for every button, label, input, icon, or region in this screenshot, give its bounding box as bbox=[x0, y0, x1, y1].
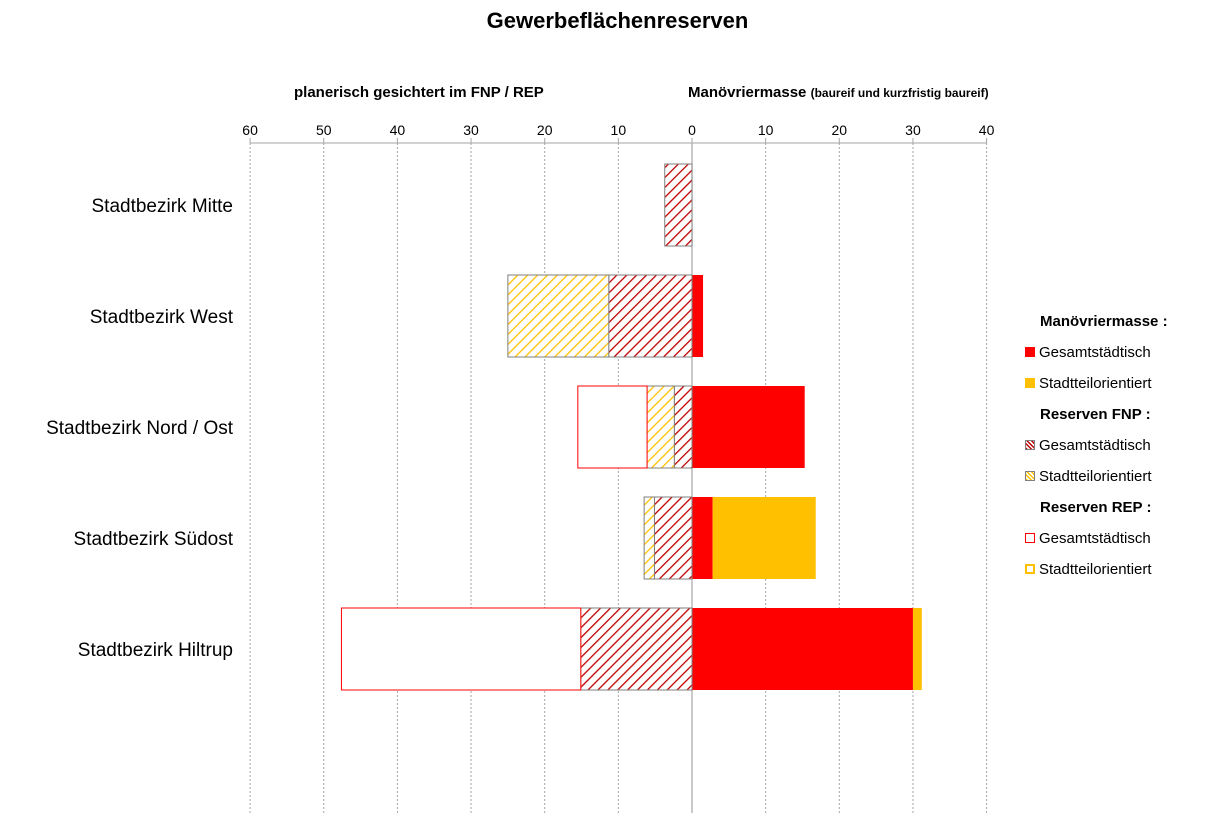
bar-manoevrier-gesamt bbox=[692, 608, 913, 690]
bar-manoevrier-stadtteil bbox=[712, 497, 816, 579]
bar-fnp-gesamt bbox=[664, 163, 693, 247]
legend-label: Gesamtstädtisch bbox=[1039, 530, 1151, 547]
legend-group-header: Reserven FNP : bbox=[1040, 406, 1151, 423]
right-subtitle: Manövriermasse (baureif und kurzfristig … bbox=[688, 84, 989, 101]
x-tick-label: 30 bbox=[905, 122, 921, 138]
chart-title: Gewerbeflächenreserven bbox=[486, 8, 749, 33]
x-tick-label: 50 bbox=[316, 122, 332, 138]
category-label: Stadtbezirk Hiltrup bbox=[78, 640, 233, 661]
category-label-layer: Stadtbezirk Mitte Stadtbezirk West Stadtbe… bbox=[46, 196, 234, 661]
legend-item: Gesamtstädtisch bbox=[1022, 430, 1208, 461]
legend-item: Gesamtstädtisch bbox=[1022, 337, 1208, 368]
legend-swatch bbox=[1025, 533, 1035, 543]
legend-swatch bbox=[1025, 347, 1035, 357]
bar-fnp-stadtteil bbox=[646, 385, 675, 469]
legend: Manövriermasse : Gesamtstädtisch Stadtteil… bbox=[1022, 306, 1208, 585]
x-tick-label: 10 bbox=[758, 122, 774, 138]
x-tick-label: 40 bbox=[979, 122, 995, 138]
category-label: Stadtbezirk Mitte bbox=[92, 196, 234, 217]
legend-label: Stadtteilorientiert bbox=[1039, 561, 1152, 578]
legend-label: Gesamtstädtisch bbox=[1039, 344, 1151, 361]
legend-item: Gesamtstädtisch bbox=[1022, 523, 1208, 554]
grid-layer bbox=[249, 143, 988, 813]
tick-label-layer: 60 50 40 30 20 10 0 10 20 30 40 bbox=[242, 122, 994, 138]
legend-label: Gesamtstädtisch bbox=[1039, 437, 1151, 454]
category-label: Stadtbezirk Südost bbox=[74, 529, 234, 550]
legend-item: Stadtteilorientiert bbox=[1022, 461, 1208, 492]
legend-label: Stadtteilorientiert bbox=[1039, 468, 1152, 485]
legend-item: Stadtteilorientiert bbox=[1022, 368, 1208, 399]
x-tick-label: 20 bbox=[537, 122, 553, 138]
bar-manoevrier-gesamt bbox=[692, 497, 713, 579]
bar-layer bbox=[340, 163, 922, 691]
legend-group-header: Manövriermasse : bbox=[1040, 313, 1168, 330]
legend-swatch bbox=[1025, 378, 1035, 388]
right-subtitle-main: Manövriermasse bbox=[688, 84, 807, 101]
bar-fnp-stadtteil bbox=[643, 496, 655, 580]
x-tick-label: 20 bbox=[832, 122, 848, 138]
bar-fnp-gesamt bbox=[673, 385, 693, 469]
bar-fnp-stadtteil bbox=[507, 274, 610, 358]
bar-fnp-gesamt bbox=[608, 274, 693, 358]
right-subtitle-note: (baureif und kurzfristig baureif) bbox=[810, 86, 989, 100]
legend-label: Stadtteilorientiert bbox=[1039, 375, 1152, 392]
x-tick-label: 60 bbox=[242, 122, 258, 138]
legend-group-header: Reserven REP : bbox=[1040, 499, 1152, 516]
bar-fnp-gesamt bbox=[580, 607, 693, 691]
legend-swatch bbox=[1025, 564, 1035, 574]
bar-manoevrier-gesamt bbox=[692, 386, 805, 468]
bar-manoevrier-gesamt bbox=[692, 275, 704, 357]
bar-manoevrier-stadtteil bbox=[912, 608, 922, 690]
legend-swatch bbox=[1025, 440, 1035, 450]
x-tick-label: 30 bbox=[463, 122, 479, 138]
left-subtitle: planerisch gesichtert im FNP / REP bbox=[294, 84, 544, 101]
legend-swatch bbox=[1025, 471, 1035, 481]
category-label: Stadtbezirk West bbox=[90, 307, 234, 328]
x-tick-label: 40 bbox=[390, 122, 406, 138]
bar-rep-gesamt bbox=[340, 607, 582, 691]
legend-item: Stadtteilorientiert bbox=[1022, 554, 1208, 585]
axis-layer bbox=[249, 138, 988, 144]
category-label: Stadtbezirk Nord / Ost bbox=[46, 418, 234, 439]
x-tick-label: 10 bbox=[611, 122, 627, 138]
x-tick-label: 0 bbox=[688, 122, 696, 138]
bar-fnp-gesamt bbox=[653, 496, 693, 580]
bar-rep-gesamt bbox=[577, 385, 648, 469]
